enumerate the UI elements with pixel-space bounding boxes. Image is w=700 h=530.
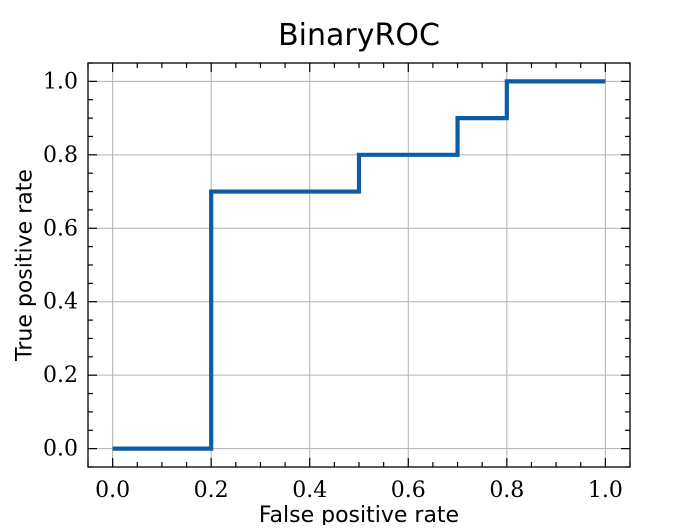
axis-ticks xyxy=(87,62,631,468)
chart-title: BinaryROC xyxy=(278,18,440,53)
x-tick-label: 0.6 xyxy=(391,478,426,503)
plot-series xyxy=(112,79,606,451)
y-tick-label: 0.8 xyxy=(43,143,78,168)
y-tick-label: 0.6 xyxy=(43,216,78,241)
plot-frame xyxy=(87,62,631,468)
x-axis-label: False positive rate xyxy=(259,503,459,525)
y-tick-label: 1.0 xyxy=(43,69,78,94)
y-axis-label: True positive rate xyxy=(13,169,38,362)
x-tick-label: 0.0 xyxy=(95,478,130,503)
tick-labels: 0.0 0.2 0.4 0.6 0.8 1.0 0.0 0.2 0.4 0.6 0.8 1.0 xyxy=(43,69,623,503)
roc-curve-line xyxy=(112,79,606,451)
x-tick-label: 1.0 xyxy=(588,478,623,503)
x-tick-label: 0.4 xyxy=(292,478,327,503)
y-tick-label: 0.4 xyxy=(43,290,78,315)
y-tick-label: 0.2 xyxy=(43,363,78,388)
x-tick-label: 0.8 xyxy=(489,478,524,503)
y-tick-label: 0.0 xyxy=(43,437,78,462)
x-tick-label: 0.2 xyxy=(194,478,229,503)
grid-lines xyxy=(88,63,630,467)
